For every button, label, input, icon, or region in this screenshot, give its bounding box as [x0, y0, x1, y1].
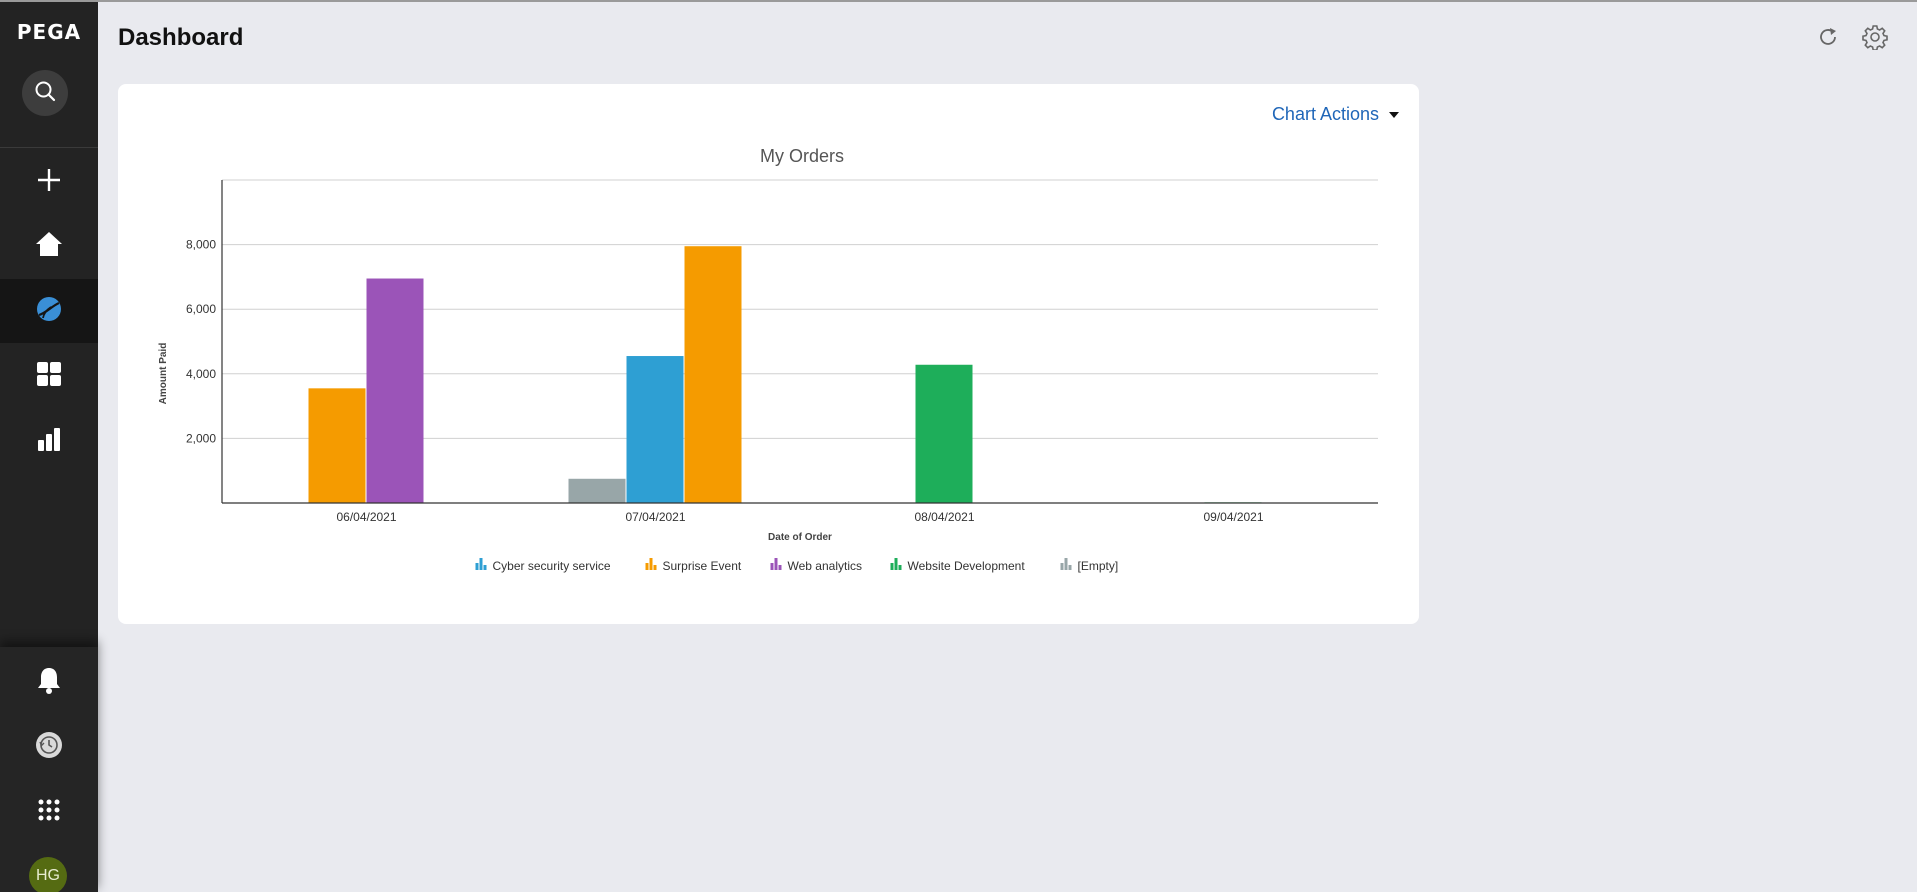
- plus-icon: [36, 167, 62, 198]
- legend-swatch-cyber-security-service: [483, 565, 487, 570]
- legend-label-empty: [Empty]: [1078, 559, 1119, 573]
- apps-grid-icon: [38, 799, 60, 826]
- history-icon: [34, 730, 64, 765]
- sidebar-item-home[interactable]: [0, 214, 98, 278]
- page-title: Dashboard: [118, 24, 244, 51]
- x-tick-label: 07/04/2021: [625, 510, 685, 524]
- x-tick-label: 06/04/2021: [336, 510, 396, 524]
- chart-actions-menu[interactable]: Chart Actions: [1272, 104, 1399, 125]
- x-axis-label: Date of Order: [768, 532, 832, 543]
- settings-button[interactable]: [1860, 24, 1890, 54]
- legend-swatch-website-development: [898, 565, 902, 570]
- sidebar-item-recents[interactable]: [0, 715, 98, 779]
- legend-swatch-cyber-security-service: [475, 563, 479, 570]
- bar-empty-1: [568, 478, 626, 503]
- legend-swatch-web-analytics: [774, 558, 778, 570]
- chart-card: Chart Actions My Orders 2,000 4,000 6,000 8,…: [118, 84, 1419, 624]
- y-axis-label: Amount Paid: [158, 343, 169, 405]
- bell-icon: [36, 666, 62, 699]
- legend-swatch-web-analytics: [770, 563, 774, 570]
- chart-title: My Orders: [760, 146, 844, 166]
- orders-chart: My Orders 2,000 4,000 6,000 8,000 06/04/2021 0…: [158, 146, 1378, 573]
- legend-swatch-web-analytics: [778, 565, 782, 570]
- legend-label-surprise-event: Surprise Event: [663, 559, 742, 573]
- sidebar: PEGA: [0, 2, 98, 892]
- legend-swatch-surprise-event: [653, 565, 657, 570]
- search-icon: [33, 79, 57, 108]
- bar-website-development-2: [915, 364, 973, 503]
- legend-swatch-empty: [1060, 563, 1064, 570]
- globe-icon: [34, 294, 64, 329]
- sidebar-item-notifications[interactable]: [0, 650, 98, 714]
- pega-logo: PEGA: [16, 20, 82, 44]
- legend-swatch-website-development: [890, 563, 894, 570]
- grid-icon: [36, 361, 62, 392]
- sidebar-item-reports[interactable]: [0, 409, 98, 473]
- avatar-initials: HG: [36, 867, 60, 884]
- refresh-button[interactable]: [1813, 24, 1843, 54]
- sidebar-item-create[interactable]: [0, 150, 98, 214]
- legend-swatch-website-development: [894, 558, 898, 570]
- bar-surprise-event-1: [684, 246, 742, 503]
- y-tick-label: 8,000: [186, 238, 216, 252]
- y-tick-label: 4,000: [186, 367, 216, 381]
- legend-label-web-analytics: Web analytics: [788, 559, 862, 573]
- x-tick-label: 09/04/2021: [1203, 510, 1263, 524]
- y-tick-label: 2,000: [186, 431, 216, 445]
- bar-chart-icon: [37, 426, 61, 457]
- legend-swatch-empty: [1064, 558, 1068, 570]
- search-button[interactable]: [22, 70, 68, 116]
- legend-label-cyber-security-service: Cyber security service: [493, 559, 611, 573]
- refresh-icon: [1817, 26, 1839, 53]
- legend-swatch-cyber-security-service: [479, 558, 483, 570]
- avatar[interactable]: HG: [29, 857, 67, 892]
- bar-web-analytics-0: [366, 278, 424, 503]
- sidebar-item-apps[interactable]: [0, 780, 98, 844]
- sidebar-item-dashboard[interactable]: [0, 344, 98, 408]
- chart-actions-label: Chart Actions: [1271, 104, 1379, 124]
- chevron-down-icon: [1389, 111, 1399, 118]
- y-tick-label: 6,000: [186, 302, 216, 316]
- gear-icon: [1862, 24, 1888, 55]
- legend-swatch-empty: [1068, 565, 1072, 570]
- legend-label-website-development: Website Development: [908, 559, 1026, 573]
- sidebar-divider: [0, 147, 98, 148]
- sidebar-item-explore[interactable]: [0, 279, 98, 343]
- x-tick-label: 08/04/2021: [914, 510, 974, 524]
- legend-swatch-surprise-event: [645, 563, 649, 570]
- home-icon: [35, 231, 63, 262]
- legend-swatch-surprise-event: [649, 558, 653, 570]
- bar-cyber-security-service-1: [626, 356, 684, 503]
- bar-surprise-event-0: [308, 388, 366, 503]
